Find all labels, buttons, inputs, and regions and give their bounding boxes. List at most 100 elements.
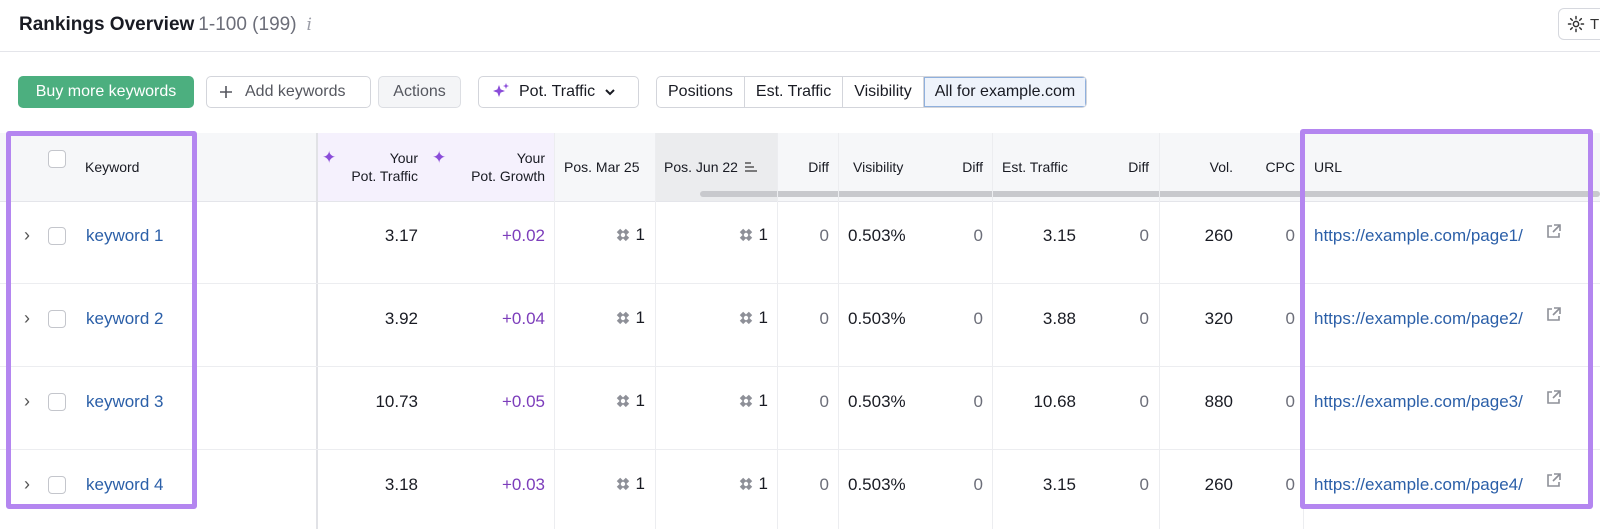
expand-row-chevron-icon[interactable]: › (24, 225, 30, 245)
external-link-icon[interactable] (1545, 306, 1562, 328)
segment-visibility[interactable]: Visibility (843, 77, 924, 107)
pot-traffic-dropdown[interactable]: Pot. Traffic (478, 76, 639, 108)
sparkle-icon: ✦ (322, 148, 337, 167)
keyword-link[interactable]: keyword 1 (86, 226, 164, 245)
diff-value: 0 (1139, 309, 1149, 328)
diff-value: 0 (973, 475, 983, 494)
buy-more-keywords-button[interactable]: Buy more keywords (18, 76, 194, 108)
url-link[interactable]: https://example.com/page1/ (1314, 226, 1523, 245)
add-keywords-button[interactable]: Add keywords (206, 76, 371, 108)
visibility-value: 0.503% (848, 475, 906, 494)
actions-button[interactable]: Actions (378, 76, 461, 108)
expand-row-chevron-icon[interactable]: › (24, 308, 30, 328)
keyword-link[interactable]: keyword 4 (86, 475, 164, 494)
pot-growth-value: +0.03 (501, 475, 545, 494)
pos-mar-number: 1 (635, 308, 645, 327)
col-pot-growth[interactable]: ✦ Your Pot. Growth (426, 133, 554, 201)
diff-value: 0 (819, 309, 829, 328)
diff-value: 0 (1139, 475, 1149, 494)
diff-value: 0 (1139, 392, 1149, 411)
col-pos-jun-label: Pos. Jun 22 (664, 159, 738, 175)
col-pot-traffic-line2: Pot. Traffic (351, 168, 418, 184)
expand-row-chevron-icon[interactable]: › (24, 474, 30, 494)
column-divider (554, 133, 555, 529)
segment-est-traffic[interactable]: Est. Traffic (745, 77, 844, 107)
pos-mar-number: 1 (635, 225, 645, 244)
col-diff-2[interactable]: Diff (962, 159, 983, 175)
col-visibility[interactable]: Visibility (853, 159, 904, 175)
pot-growth-value: +0.05 (501, 392, 545, 411)
visibility-value: 0.503% (848, 226, 906, 245)
column-divider (777, 133, 778, 529)
col-diff-1[interactable]: Diff (808, 159, 829, 175)
url-link[interactable]: https://example.com/page3/ (1314, 392, 1523, 411)
row-checkbox[interactable] (48, 393, 66, 411)
diff-value: 0 (819, 475, 829, 494)
volume-value: 880 (1204, 392, 1233, 411)
serp-feature-icon (614, 226, 632, 244)
pos-mar-value: 1 (564, 308, 645, 328)
cpc-value: 0 (1285, 392, 1295, 411)
pot-growth-value: +0.02 (501, 226, 545, 245)
pos-jun-value: 1 (670, 308, 768, 328)
col-cpc[interactable]: CPC (1265, 159, 1295, 175)
pos-jun-value: 1 (670, 391, 768, 411)
cpc-value: 0 (1285, 475, 1295, 494)
keyword-link[interactable]: keyword 3 (86, 392, 164, 411)
row-checkbox[interactable] (48, 476, 66, 494)
pos-jun-number: 1 (758, 308, 768, 327)
info-icon[interactable]: i (306, 15, 312, 35)
col-pot-traffic-line1: Your (389, 150, 418, 166)
diff-value: 0 (973, 309, 983, 328)
col-est-traffic[interactable]: Est. Traffic (1002, 159, 1068, 175)
col-pot-growth-line2: Pot. Growth (471, 168, 545, 184)
external-link-icon[interactable] (1545, 472, 1562, 494)
view-segmented-control: Positions Est. Traffic Visibility All fo… (656, 76, 1088, 108)
row-checkbox[interactable] (48, 310, 66, 328)
pot-traffic-value: 3.17 (384, 226, 418, 245)
page-header: Rankings Overview 1-100 (199) i T (0, 0, 1600, 52)
col-vol[interactable]: Vol. (1209, 159, 1233, 175)
pos-mar-value: 1 (564, 474, 645, 494)
segment-all-for-domain[interactable]: All for example.com (923, 77, 1087, 107)
external-link-icon[interactable] (1545, 223, 1562, 245)
diff-value: 0 (973, 226, 983, 245)
col-diff-3[interactable]: Diff (1128, 159, 1149, 175)
column-divider (838, 133, 839, 529)
col-pot-traffic[interactable]: ✦ Your Pot. Traffic (316, 133, 426, 201)
settings-label: T (1590, 15, 1600, 33)
keyword-link[interactable]: keyword 2 (86, 309, 164, 328)
horizontal-scrollbar[interactable] (700, 191, 1600, 197)
col-pot-growth-line1: Your (516, 150, 545, 166)
select-all-checkbox[interactable] (48, 150, 66, 168)
pos-mar-number: 1 (635, 474, 645, 493)
plus-icon (220, 86, 232, 98)
url-link[interactable]: https://example.com/page2/ (1314, 309, 1523, 328)
col-url[interactable]: URL (1314, 159, 1343, 175)
col-pos-mar[interactable]: Pos. Mar 25 (564, 159, 640, 175)
column-divider (655, 133, 656, 529)
row-checkbox[interactable] (48, 227, 66, 245)
col-pos-jun[interactable]: Pos. Jun 22 (655, 133, 777, 201)
est-traffic-value: 10.68 (1033, 392, 1076, 411)
serp-feature-icon (614, 475, 632, 493)
title-text: Rankings Overview (19, 14, 195, 35)
est-traffic-value: 3.15 (1042, 475, 1076, 494)
column-divider (992, 133, 993, 529)
col-keyword[interactable]: Keyword (85, 159, 140, 175)
row-divider (0, 283, 1600, 284)
expand-row-chevron-icon[interactable]: › (24, 391, 30, 411)
row-divider (0, 449, 1600, 450)
page-title: Rankings Overview 1-100 (199) i (19, 14, 312, 36)
pos-jun-value: 1 (670, 474, 768, 494)
pos-jun-number: 1 (758, 225, 768, 244)
serp-feature-icon (737, 309, 755, 327)
rankings-table: Keyword ✦ Your Pot. Traffic ✦ Your Pot. Gr… (0, 133, 1600, 529)
settings-button[interactable]: T (1558, 8, 1600, 40)
external-link-icon[interactable] (1545, 389, 1562, 411)
segment-positions[interactable]: Positions (657, 77, 745, 107)
url-link[interactable]: https://example.com/page4/ (1314, 475, 1523, 494)
pos-mar-value: 1 (564, 225, 645, 245)
diff-value: 0 (973, 392, 983, 411)
cpc-value: 0 (1285, 309, 1295, 328)
